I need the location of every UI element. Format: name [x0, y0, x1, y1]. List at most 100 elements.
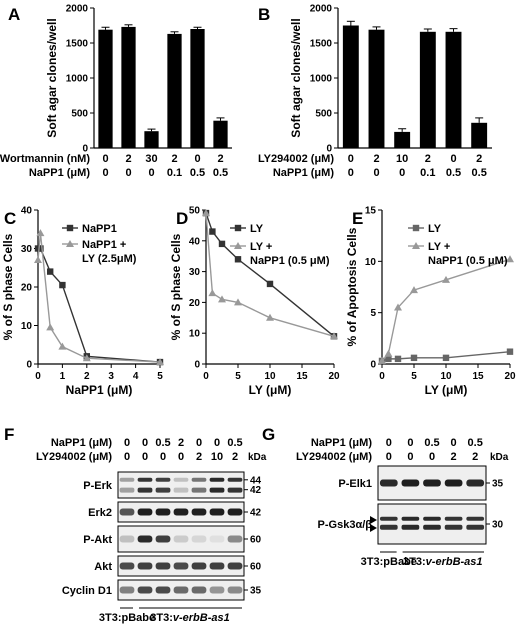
band-arrow	[370, 524, 377, 532]
panel-label: F	[4, 425, 14, 444]
condition-value: 0.5	[155, 437, 170, 449]
condition-value: 2	[217, 153, 223, 165]
blot-band	[173, 586, 189, 594]
blot-band	[119, 586, 135, 594]
y-tick-label: 50	[189, 206, 201, 217]
data-point	[66, 224, 74, 232]
panel-label: C	[4, 209, 16, 228]
x-tick-label: 5	[157, 371, 163, 382]
condition-row-label: NaPP1 (μM)	[311, 437, 372, 449]
band-arrow	[370, 516, 377, 524]
blot-band	[137, 508, 153, 516]
blot-band	[379, 479, 398, 487]
y-tick-label: 0	[82, 144, 88, 155]
data-point	[266, 280, 274, 288]
x-tick-label: 1	[60, 371, 66, 382]
condition-value: 0	[148, 167, 154, 179]
blot-box	[377, 503, 487, 545]
x-axis-label: LY (μM)	[249, 383, 292, 397]
group-label: 3T3:v-erbB-as1	[403, 556, 482, 568]
group-label-italic: v-erbB-as1	[426, 556, 483, 568]
x-tick-label: 0	[203, 371, 209, 382]
blot-band	[155, 487, 171, 493]
x-tick-label: 2	[84, 371, 90, 382]
group-label: 3T3:v-erbB-as1	[150, 612, 229, 624]
blot-band	[173, 535, 189, 543]
y-tick-label: 2000	[66, 4, 89, 15]
data-point	[36, 229, 45, 237]
condition-value: 0	[142, 437, 148, 449]
kda-marker: 60	[250, 535, 262, 546]
bar	[445, 31, 462, 148]
kda-marker: 42	[250, 508, 262, 519]
condition-value: 0.5	[190, 167, 205, 179]
blot-band	[137, 477, 153, 482]
y-tick-label: 10	[21, 321, 33, 332]
series-line	[205, 213, 335, 337]
blot-band	[173, 508, 189, 516]
condition-row-label: LY294002 (μM)	[296, 451, 372, 463]
blot-band	[209, 477, 225, 482]
y-tick-label: 10	[365, 257, 377, 268]
blot-band	[401, 479, 420, 487]
blot-band	[119, 487, 135, 493]
condition-value: 0	[214, 437, 220, 449]
condition-value: 0	[373, 167, 379, 179]
data-point	[82, 354, 91, 362]
panel-g: G NaPP1 (μM) 0 0 0.5 0 0.5 LY294002 (μM) 0 0 0 2 2 kD…	[262, 425, 509, 568]
condition-row-label: LY294002 (μM)	[36, 451, 112, 463]
panel-label: D	[176, 209, 188, 228]
data-point	[378, 356, 386, 364]
group-label-prefix: 3T3:	[150, 612, 173, 624]
legend-label-line: LY	[250, 223, 264, 235]
series-line	[37, 233, 161, 363]
condition-value: 0	[142, 451, 148, 463]
data-point	[234, 224, 242, 232]
condition-value: 0.5	[424, 437, 439, 449]
blot-band	[227, 477, 243, 482]
x-tick-label: 4	[133, 371, 139, 382]
data-point	[234, 242, 242, 249]
data-point	[34, 256, 42, 264]
blot-box	[117, 471, 245, 499]
blot-band	[155, 562, 171, 570]
band-label: P-Elk1	[338, 478, 372, 490]
blot-band	[209, 487, 225, 493]
x-tick-label: 10	[440, 371, 452, 382]
condition-value: 0.1	[420, 167, 435, 179]
blot-band	[379, 524, 398, 530]
data-point	[46, 323, 55, 331]
band-label: Erk2	[88, 507, 112, 519]
blot-band	[173, 562, 189, 570]
legend-label-line: LY +	[428, 241, 450, 253]
y-tick-label: 1500	[66, 39, 89, 50]
blot-band	[137, 586, 153, 594]
blot-band	[119, 562, 135, 570]
blot-band	[466, 524, 485, 530]
condition-value: 0.5	[227, 437, 242, 449]
condition-value: 0	[125, 167, 131, 179]
condition-value: 0.5	[446, 167, 461, 179]
condition-row-label: NaPP1 (μM)	[51, 437, 112, 449]
data-point	[37, 245, 44, 252]
panel-label: B	[258, 5, 270, 24]
legend-label: LY + NaPP1 (0.5 μM)	[250, 241, 330, 267]
blot-band	[155, 535, 171, 543]
series-line	[38, 247, 161, 363]
kda-marker: 30	[492, 520, 504, 531]
y-tick-label: 0	[194, 360, 200, 371]
x-tick-label: 20	[328, 371, 340, 382]
blot-band	[227, 508, 243, 516]
blot-band	[173, 477, 189, 482]
condition-value: 10	[396, 153, 408, 165]
data-point	[218, 240, 226, 248]
y-axis-label: Soft agar clones/well	[45, 18, 59, 137]
condition-value: 0	[407, 437, 413, 449]
data-point	[412, 242, 420, 249]
legend-label: NaPP1	[82, 223, 117, 235]
blot-band	[466, 479, 485, 487]
y-tick-label: 500	[71, 109, 88, 120]
blot-band	[227, 535, 243, 543]
